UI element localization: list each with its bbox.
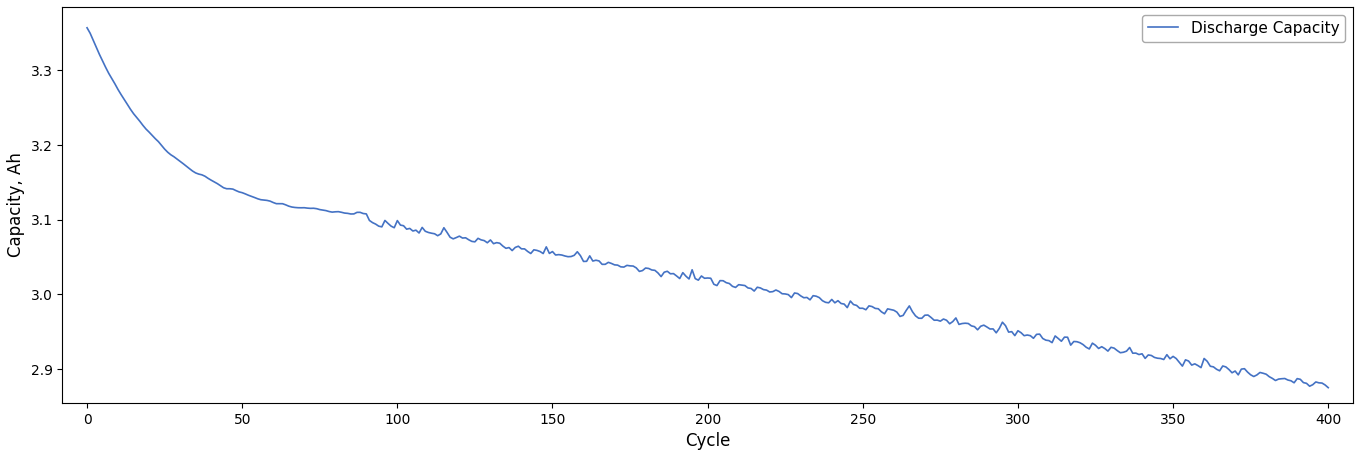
- Legend: Discharge Capacity: Discharge Capacity: [1142, 15, 1345, 42]
- Discharge Capacity: [241, 192, 257, 198]
- Line: Discharge Capacity: Discharge Capacity: [87, 28, 1329, 388]
- Discharge Capacity: [989, 330, 1005, 335]
- X-axis label: Cycle: Cycle: [685, 432, 730, 450]
- Discharge Capacity: [79, 25, 95, 31]
- Discharge Capacity: [1321, 385, 1337, 390]
- Discharge Capacity: [870, 306, 887, 312]
- Discharge Capacity: [759, 287, 775, 293]
- Discharge Capacity: [703, 276, 719, 281]
- Discharge Capacity: [526, 247, 543, 253]
- Y-axis label: Capacity, Ah: Capacity, Ah: [7, 153, 24, 257]
